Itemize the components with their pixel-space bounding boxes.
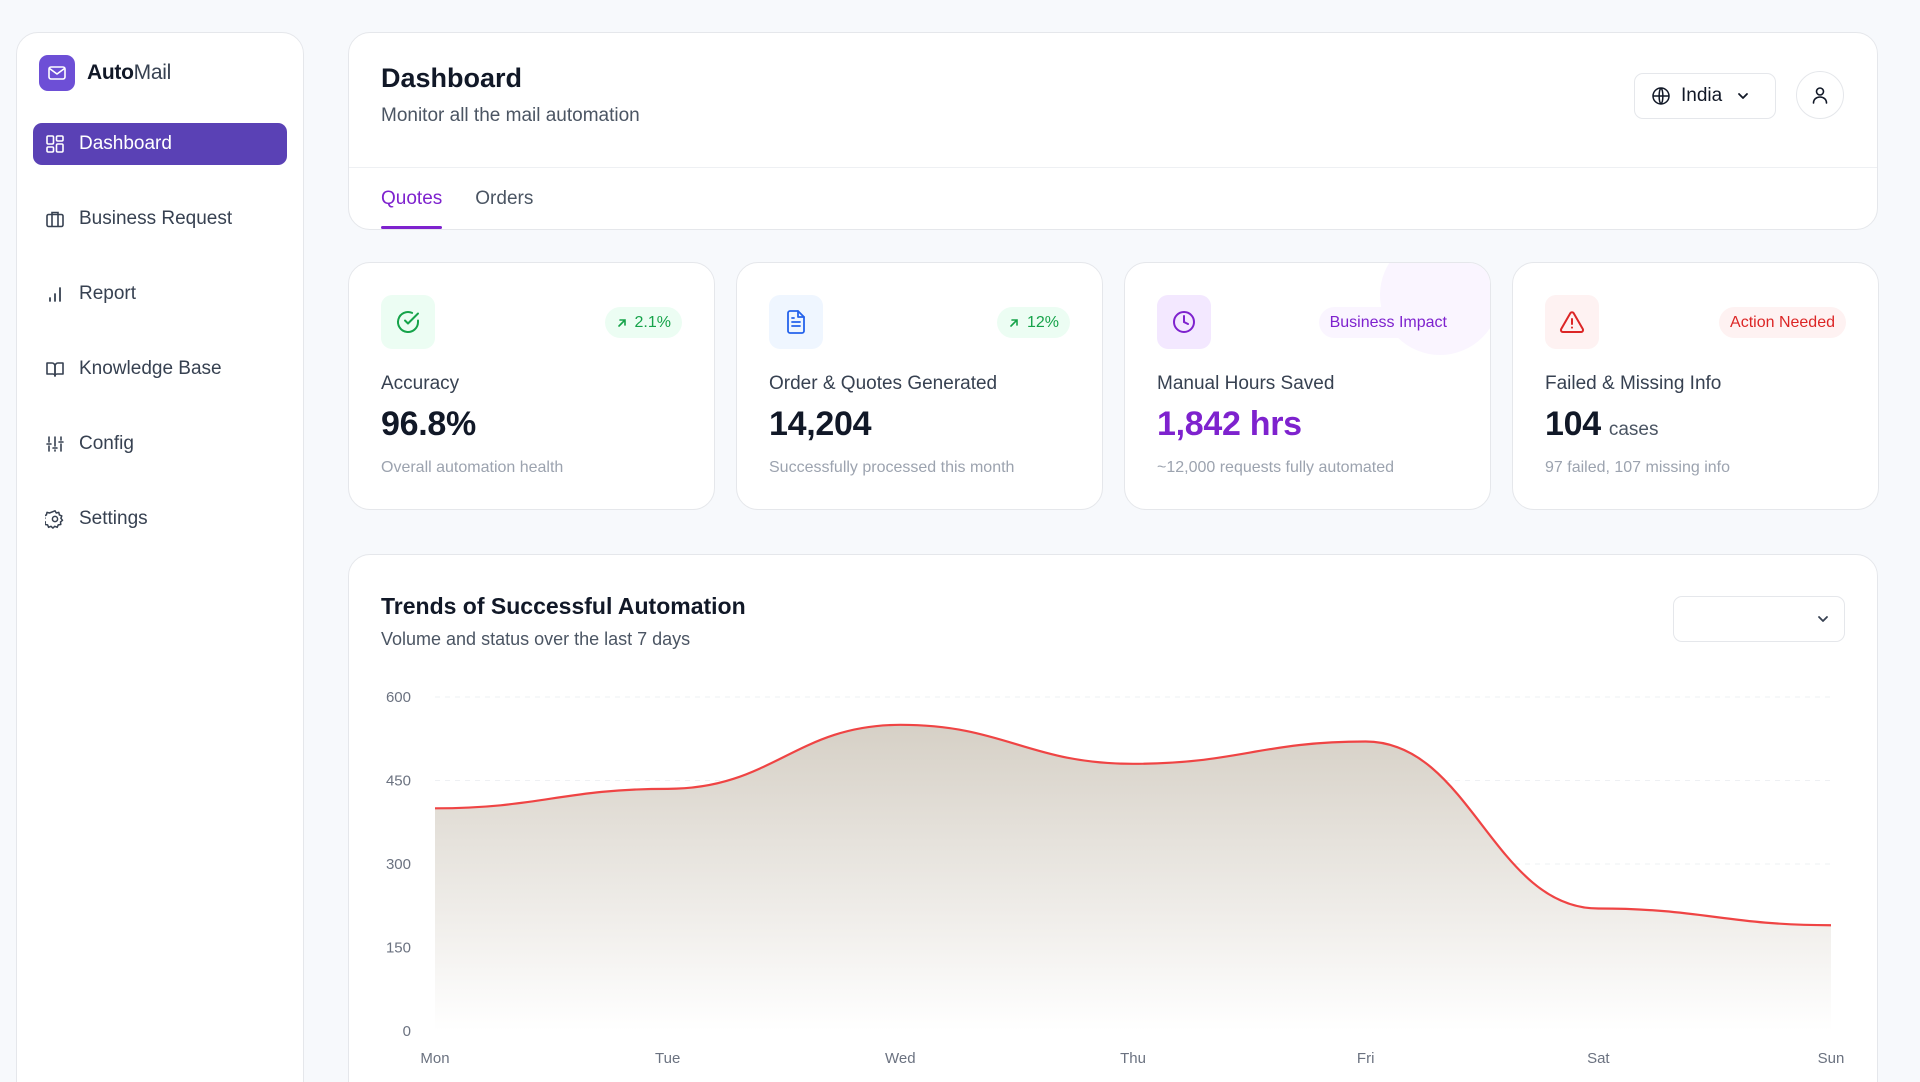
business-impact-badge: Business Impact (1318, 307, 1458, 338)
stat-label: Manual Hours Saved (1157, 373, 1335, 394)
trends-chart-card: Trends of Successful Automation Volume a… (348, 554, 1878, 1082)
briefcase-icon (46, 211, 64, 228)
y-tick-label: 450 (386, 773, 411, 790)
sidebar-item-label: Config (79, 433, 134, 454)
globe-icon (1652, 87, 1670, 105)
area-fill (435, 724, 1831, 1031)
mail-icon (39, 55, 75, 91)
stat-label: Accuracy (381, 373, 460, 394)
sidebar-nav: Dashboard Business Request Report Knowle… (33, 123, 287, 540)
stat-value: 96.8% (381, 405, 476, 443)
warning-triangle-icon (1545, 295, 1599, 349)
header-top: Dashboard Monitor all the mail automatio… (349, 33, 1877, 168)
arrow-up-right-icon (1010, 318, 1018, 327)
arrow-up-right-icon (617, 318, 626, 327)
y-tick-label: 600 (386, 689, 411, 706)
y-tick-label: 300 (386, 856, 411, 873)
country-select-value: India (1681, 85, 1723, 106)
sidebar-item-label: Knowledge Base (79, 358, 222, 379)
stat-value-number: 104 (1545, 405, 1601, 443)
gear-icon (45, 510, 64, 529)
check-circle-icon (381, 295, 435, 349)
sidebar-item-report[interactable]: Report (33, 273, 287, 315)
user-icon (1812, 87, 1828, 104)
sidebar-item-config[interactable]: Config (33, 423, 287, 465)
sidebar-item-label: Dashboard (79, 133, 172, 154)
trend-badge-value: 12% (1026, 313, 1059, 331)
x-tick-label: Mon (420, 1050, 449, 1067)
tab-orders[interactable]: Orders (475, 188, 534, 209)
stat-card-accuracy: 2.1% Accuracy 96.8% Overall automation h… (348, 262, 715, 510)
x-tick-label: Wed (885, 1050, 916, 1067)
chevron-down-icon (1818, 616, 1828, 622)
stat-value: 104 cases (1545, 405, 1658, 444)
stat-value-unit: cases (1608, 419, 1659, 440)
document-icon (769, 295, 823, 349)
sidebar-item-label: Report (79, 283, 137, 304)
y-tick-label: 0 (403, 1023, 411, 1040)
tab-bar: Quotes Orders (381, 168, 533, 230)
sidebar-item-label: Business Request (79, 208, 233, 229)
sidebar-item-knowledge-base[interactable]: Knowledge Base (33, 348, 287, 390)
y-tick-label: 150 (386, 940, 411, 957)
stat-label: Order & Quotes Generated (769, 373, 998, 394)
sidebar-item-business-request[interactable]: Business Request (33, 198, 287, 240)
stat-card-orders-quotes: 12% Order & Quotes Generated 14,204 Succ… (736, 262, 1103, 510)
sidebar-item-label: Settings (79, 508, 148, 529)
trend-badge: 12% (996, 307, 1070, 338)
page-subtitle: Monitor all the mail automation (381, 105, 640, 126)
stat-footnote: ~12,000 requests fully automated (1157, 459, 1395, 476)
trend-badge-value: 2.1% (634, 313, 671, 331)
brand[interactable]: AutoMail (33, 53, 287, 93)
stat-card-hours-saved: Business Impact Manual Hours Saved 1,842… (1124, 262, 1491, 510)
badge-label: Business Impact (1329, 313, 1447, 331)
x-tick-label: Fri (1357, 1050, 1375, 1067)
stats-row: 2.1% Accuracy 96.8% Overall automation h… (348, 262, 1879, 510)
stat-value: 14,204 (769, 405, 872, 443)
stat-card-failed: Action Needed Failed & Missing Info 104 c… (1512, 262, 1879, 510)
brand-name: AutoMail (87, 61, 171, 84)
stat-label: Failed & Missing Info (1545, 373, 1722, 394)
bar-chart-icon (49, 287, 61, 302)
stat-footnote: 97 failed, 107 missing info (1545, 459, 1730, 476)
dashboard-grid-icon (46, 135, 64, 153)
sidebar-item-dashboard[interactable]: Dashboard (33, 123, 287, 165)
x-tick-label: Sat (1587, 1050, 1610, 1067)
x-tick-label: Sun (1818, 1050, 1845, 1067)
sliders-icon (46, 436, 64, 452)
series-line (434, 723, 1832, 927)
x-tick-label: Tue (655, 1050, 680, 1067)
page-header: Dashboard Monitor all the mail automatio… (348, 32, 1878, 230)
user-avatar-button[interactable] (1796, 71, 1844, 119)
badge-label: Action Needed (1730, 313, 1835, 331)
chevron-down-icon (1738, 93, 1749, 99)
action-needed-badge: Action Needed (1719, 307, 1846, 338)
clock-icon (1157, 295, 1211, 349)
page-title: Dashboard (381, 63, 523, 93)
country-select[interactable]: India (1634, 73, 1776, 119)
book-open-icon (46, 362, 64, 377)
stat-footnote: Successfully processed this month (769, 459, 1015, 476)
chart-subtitle: Volume and status over the last 7 days (381, 629, 691, 649)
stat-value: 1,842 hrs (1157, 405, 1302, 443)
trend-badge: 2.1% (604, 307, 682, 338)
chart-range-select[interactable] (1673, 596, 1845, 642)
tab-quotes[interactable]: Quotes (381, 168, 443, 230)
chart-title: Trends of Successful Automation (381, 593, 746, 619)
sidebar: AutoMail Dashboard Business Request Repo… (16, 32, 304, 1082)
stat-footnote: Overall automation health (381, 459, 564, 476)
area-chart: 0 150 300 450 600 Mon Tue Wed Thu Fri Sat Sun (386, 689, 1845, 1067)
x-tick-label: Thu (1120, 1050, 1146, 1067)
sidebar-item-settings[interactable]: Settings (33, 498, 287, 540)
